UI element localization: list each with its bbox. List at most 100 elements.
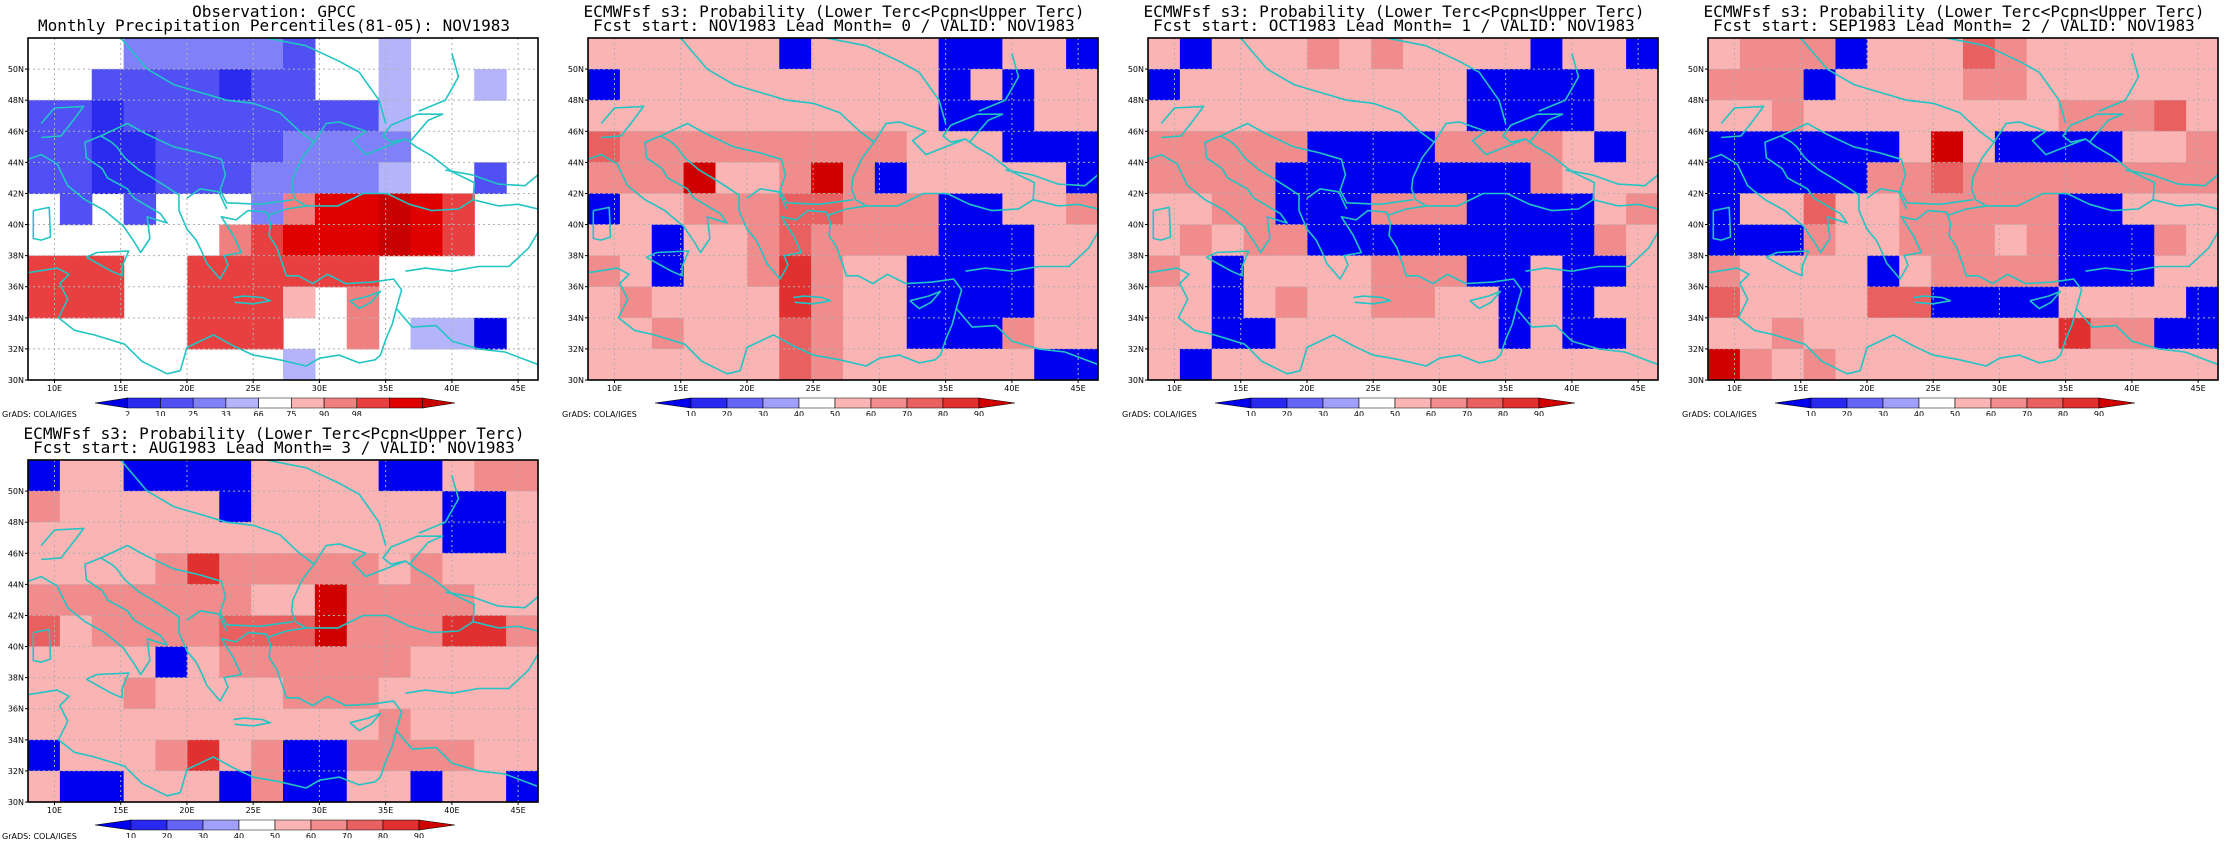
coastline [268, 222, 403, 367]
grid-cell [283, 69, 316, 101]
y-tick-label: 42N [1128, 189, 1144, 198]
colorbar-segment [2026, 397, 2064, 409]
grid-cell [1211, 193, 1245, 226]
grid-cell [346, 193, 380, 226]
grid-cell [1371, 348, 1404, 381]
colorbar-segment [978, 397, 1016, 409]
grid-cell [283, 38, 316, 70]
grid-cell [1243, 38, 1277, 70]
y-tick-label: 34N [1128, 314, 1144, 323]
grid-cell [2186, 38, 2219, 70]
coastline [32, 628, 52, 663]
axis-labels: 10E 15E 20E 25E 30E 35E 40E 45E 30N 32N 34N 36N 38N 4… [1688, 65, 2206, 393]
grid-cell [1434, 224, 1468, 257]
grid-cell [91, 739, 125, 772]
grid-cell [506, 460, 539, 492]
grid-cell [1339, 348, 1372, 381]
grid-cell [1434, 193, 1468, 226]
grid-cell [251, 460, 284, 492]
probability-map: 10E 15E 20E 25E 30E 35E 40E 45E 30N 32N 34N 36N 38N 4… [8, 459, 539, 838]
grid-cell [2186, 193, 2219, 226]
grid-cell [1626, 317, 1659, 350]
grid-cell [1771, 69, 1805, 101]
colorbar-label: 30 [1318, 410, 1328, 416]
coastline [942, 113, 1004, 143]
grid-cell [651, 193, 685, 226]
coastlines [1148, 38, 1658, 375]
x-tick-label: 20E [1299, 384, 1314, 393]
grid-cell [1275, 224, 1308, 257]
grid-cell [28, 286, 61, 319]
y-tick-label: 30N [1688, 376, 1704, 385]
grid-cell [314, 193, 348, 226]
grid-cell [619, 224, 653, 257]
x-tick-label: 45E [1071, 384, 1086, 393]
grid-cell [1739, 224, 1773, 257]
coastline [1800, 38, 1995, 143]
grid-cell [1403, 317, 1436, 350]
coastline [28, 689, 181, 797]
grid-cell [506, 708, 539, 741]
grid-cell [314, 224, 348, 257]
grid-cell [251, 491, 284, 523]
y-tick-label: 32N [568, 345, 584, 354]
grid-cell [1594, 348, 1627, 381]
coastline [1240, 38, 1435, 143]
grid-cell [1963, 224, 1996, 257]
colorbar-segment [323, 397, 358, 409]
colorbar-label: 60 [306, 832, 316, 838]
grid-cell [1771, 193, 1805, 226]
colorbar-segment [1286, 397, 1324, 409]
grid-cell [378, 38, 412, 70]
grid-cell [715, 286, 748, 319]
grid-cell [683, 286, 717, 319]
panel-lead0: ECMWFsf s3: Probability (Lower Terc<Pcpn… [560, 0, 1108, 419]
grid-cell [346, 553, 380, 585]
grid-cell [155, 646, 188, 679]
y-tick-label: 40N [568, 221, 584, 230]
x-tick-label: 25E [1926, 384, 1941, 393]
grid-cell [1434, 100, 1468, 132]
grid-cell [28, 522, 61, 554]
grid-cell [506, 491, 539, 523]
axis-labels: 10E 15E 20E 25E 30E 35E 40E 45E 30N 32N 34N 36N 38N 4… [8, 65, 526, 393]
grid-cell [1034, 348, 1067, 381]
x-tick-label: 35E [2058, 384, 2073, 393]
grid-cell [779, 38, 812, 70]
grid-cell [410, 460, 443, 492]
y-tick-label: 36N [8, 705, 24, 714]
grid-cell [346, 131, 380, 163]
x-tick-label: 10E [47, 806, 62, 815]
grid-cell [938, 224, 972, 257]
grid-cell [1275, 131, 1308, 163]
x-tick-label: 45E [1631, 384, 1646, 393]
grid-cell [314, 615, 348, 648]
colorbar-segment [1538, 397, 1576, 409]
grid-cell [1148, 100, 1181, 132]
y-tick-label: 38N [1688, 252, 1704, 261]
panel-title: ECMWFsf s3: Probability (Lower Terc<Pcpn… [583, 2, 1085, 21]
coastline [100, 135, 272, 280]
grid-cell [123, 708, 157, 741]
grid-cell [1771, 100, 1805, 132]
y-tick-label: 32N [8, 345, 24, 354]
grid-cell [1498, 224, 1532, 257]
y-tick-label: 48N [1688, 96, 1704, 105]
y-tick-label: 42N [568, 189, 584, 198]
grid-cell [2154, 317, 2187, 350]
x-tick-label: 20E [1859, 384, 1874, 393]
grid-cell [1434, 38, 1468, 70]
panel-title: ECMWFsf s3: Probability (Lower Terc<Pcpn… [23, 424, 525, 443]
colorbar-segment [94, 819, 132, 831]
grid-cell [1803, 317, 1837, 350]
grid-cell [251, 739, 284, 772]
grid-cell [410, 646, 443, 679]
grid-cell [1739, 286, 1773, 319]
grid-cell [283, 460, 316, 492]
coastline [100, 544, 294, 628]
colorbar-segment [291, 397, 325, 409]
colorbar-label: 66 [254, 410, 264, 416]
grid-cell [346, 770, 380, 803]
colorbar-label: 80 [2058, 410, 2068, 416]
grid-cell [1594, 131, 1627, 163]
